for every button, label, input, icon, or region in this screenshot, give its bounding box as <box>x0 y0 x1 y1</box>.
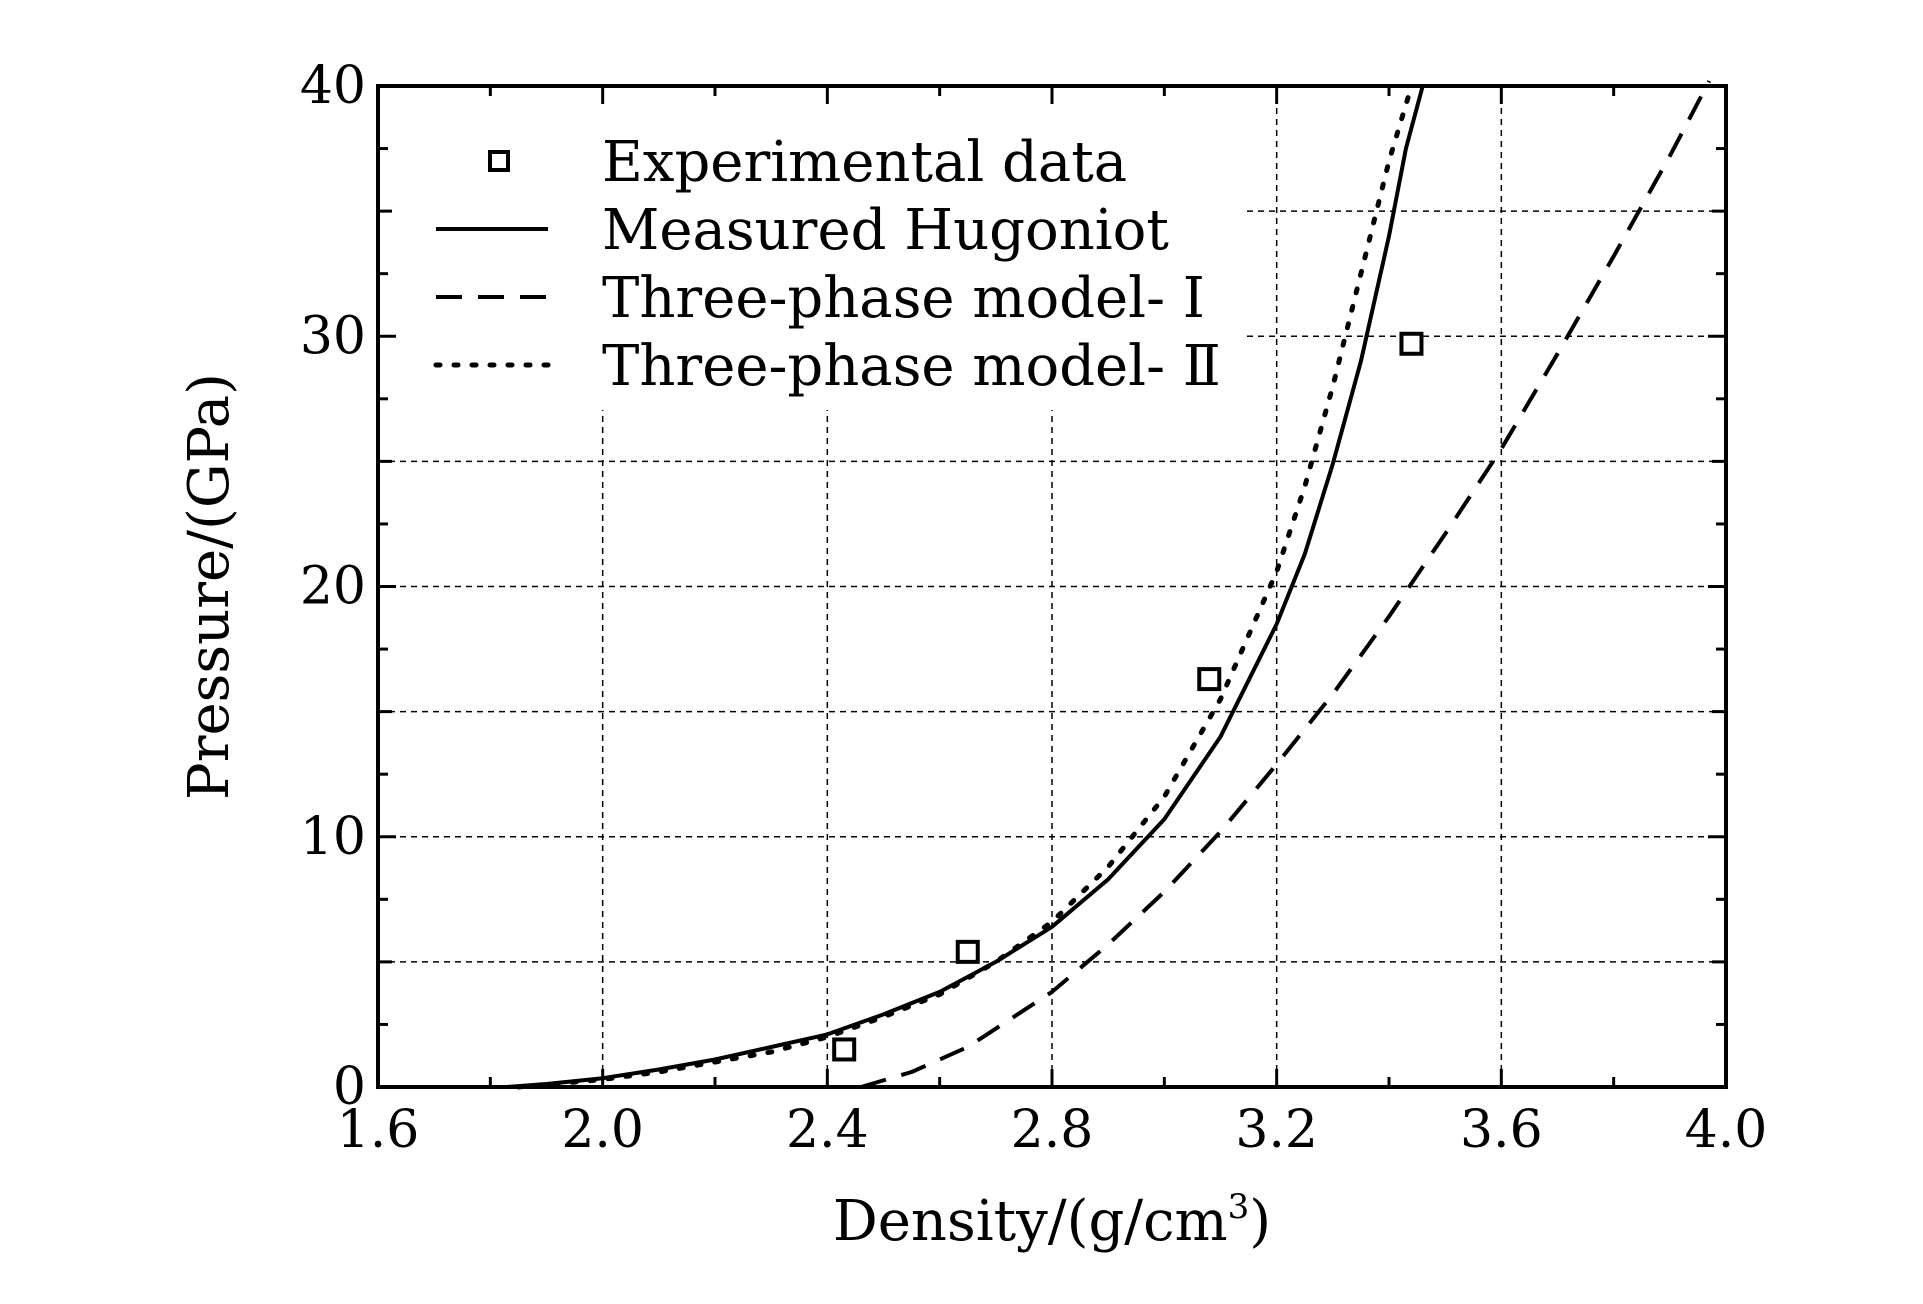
x-tick-label: 2.8 <box>1011 1100 1094 1160</box>
series-line <box>515 83 1414 1090</box>
series-solid <box>507 85 1425 1089</box>
legend-label: Three-phase model- Ⅰ <box>602 266 1205 331</box>
experimental-data-point <box>1197 667 1222 692</box>
series-square-markers <box>832 331 1424 1062</box>
experimental-data-point <box>1399 331 1424 356</box>
experimental-data-point <box>955 939 980 964</box>
legend-entry: Three-phase model- Ⅰ <box>436 266 1205 331</box>
legend-label: Three-phase model- Ⅱ <box>602 334 1221 399</box>
y-tick-label: 40 <box>300 56 366 116</box>
label-layer: 1.6 2.0 2.4 2.8 3.2 3.6 4.0 0 10 20 30 40 <box>300 56 1768 1160</box>
x-tick-label: 2.0 <box>561 1100 644 1160</box>
x-tick-label: 1.6 <box>337 1100 420 1160</box>
series-line <box>507 85 1425 1089</box>
legend-background <box>382 90 1242 410</box>
legend-marker-square <box>488 150 510 172</box>
y-tick-label: 0 <box>333 1057 366 1117</box>
x-axis-label: Density/(g/cm3) <box>833 1187 1271 1254</box>
x-axis-label-superscript: 3 <box>1228 1187 1250 1227</box>
legend-label: Experimental data <box>602 130 1127 195</box>
series-layer <box>507 80 1711 1090</box>
y-axis-label: Pressure/(GPa) <box>177 373 242 800</box>
x-tick-label: 2.4 <box>786 1100 869 1160</box>
legend-entry: Measured Hugoniot <box>436 198 1169 263</box>
experimental-data-point <box>832 1037 857 1062</box>
y-tick-label: 30 <box>300 306 366 366</box>
legend-label: Measured Hugoniot <box>602 198 1169 263</box>
y-tick-label: 20 <box>300 557 366 617</box>
grid-layer <box>378 86 1726 1087</box>
x-tick-label: 3.2 <box>1235 1100 1318 1160</box>
y-tick-label: 10 <box>300 807 366 867</box>
legend-entry: Experimental data <box>488 130 1127 195</box>
x-tick-label: 3.6 <box>1460 1100 1543 1160</box>
tick-layer <box>376 84 1728 1089</box>
series-dotted <box>515 83 1414 1090</box>
x-tick-label: 4.0 <box>1685 1100 1768 1160</box>
x-axis-label-main: Density/(g/cm <box>833 1189 1228 1254</box>
x-axis-label-close: ) <box>1249 1189 1271 1254</box>
legend-entry: Three-phase model- Ⅱ <box>433 334 1221 399</box>
